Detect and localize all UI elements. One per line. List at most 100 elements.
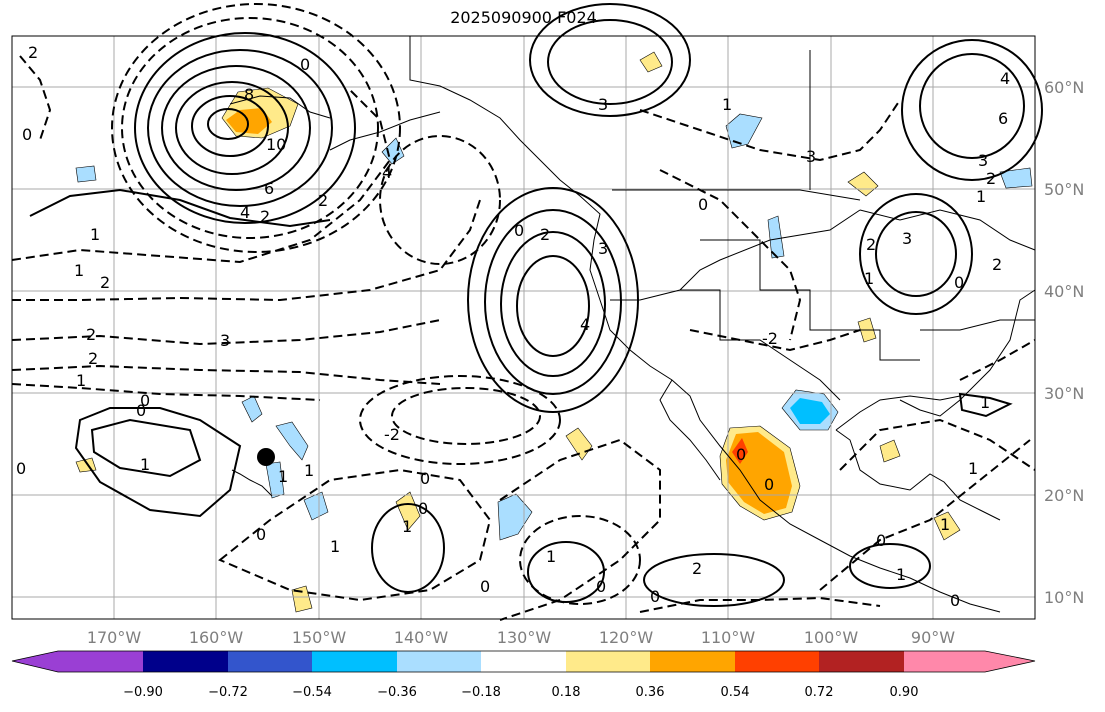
contour-label: 2 xyxy=(260,207,270,226)
colorbar-cell xyxy=(819,651,904,672)
coastlines xyxy=(229,36,1036,613)
contour-label: 0 xyxy=(22,125,32,144)
colorbar-cell xyxy=(904,651,1035,672)
contour-label: 0 xyxy=(420,469,430,488)
colorbar-tick-label: 0.90 xyxy=(890,685,919,700)
contour-label: 6 xyxy=(264,179,274,198)
contour-label: 2 xyxy=(540,225,550,244)
contour-label: -2 xyxy=(762,329,778,348)
colorbar-cell xyxy=(481,651,566,672)
contour-label: 0 xyxy=(480,577,490,596)
contour-label: 0 xyxy=(950,591,960,610)
colorbar-cell xyxy=(397,651,481,672)
colorbar-tick-label: −0.72 xyxy=(208,685,248,700)
contour-label: 3 xyxy=(978,151,988,170)
contour-label: 4 xyxy=(382,163,392,182)
contour-label: 2 xyxy=(992,255,1002,274)
lat-label: 10°N xyxy=(1044,588,1084,607)
colorbar-tick-label: −0.36 xyxy=(377,685,417,700)
colorbar-tick-label: 0.18 xyxy=(552,685,581,700)
contour-label: 0 xyxy=(764,475,774,494)
contour-label: 4 xyxy=(240,203,250,222)
colorbar: −0.90 −0.72 −0.54 −0.36 −0.18 0.18 0.36 … xyxy=(11,650,1036,700)
contour-label: 0 xyxy=(698,195,708,214)
contour-label: 1 xyxy=(140,455,150,474)
contours xyxy=(11,3,1043,621)
contour-label: 1 xyxy=(864,269,874,288)
colorbar-tick-label: −0.18 xyxy=(461,685,501,700)
location-marker xyxy=(257,448,275,466)
colorbar-cells xyxy=(12,651,1035,672)
contour-label: -2 xyxy=(384,425,400,444)
contour-label: 0 xyxy=(16,459,26,478)
contour-label: 1 xyxy=(76,371,86,390)
lat-label: 30°N xyxy=(1044,384,1084,403)
lat-label: 40°N xyxy=(1044,282,1084,301)
contour-label: 4 xyxy=(580,315,590,334)
contour-label: 0 xyxy=(418,499,428,518)
colorbar-tick-label: −0.90 xyxy=(123,685,163,700)
contour-label: 1 xyxy=(896,565,906,584)
contour-label: 1 xyxy=(980,393,990,412)
contour-label: 1 xyxy=(940,515,950,534)
colorbar-tick-label: −0.54 xyxy=(292,685,332,700)
contour-label: 0 xyxy=(596,577,606,596)
lon-label: 160°W xyxy=(189,628,244,647)
lat-label: 60°N xyxy=(1044,78,1084,97)
contour-label: 2 xyxy=(100,273,110,292)
longitude-labels: 170°W 160°W 150°W 140°W 130°W 120°W 110°… xyxy=(87,628,955,647)
lat-label: 20°N xyxy=(1044,486,1084,505)
colorbar-cell xyxy=(650,651,735,672)
contour-label: 6 xyxy=(998,109,1008,128)
lon-label: 100°W xyxy=(804,628,859,647)
contour-label: 3 xyxy=(598,239,608,258)
contour-label: 1 xyxy=(304,461,314,480)
contour-label: 0 xyxy=(256,525,266,544)
contour-label: 0 xyxy=(140,391,150,410)
contour-label: 0 xyxy=(876,531,886,550)
contour-label: 0 xyxy=(736,445,746,464)
colorbar-cell xyxy=(143,651,228,672)
contour-label: 1 xyxy=(722,95,732,114)
contour-label: 2 xyxy=(986,169,996,188)
contour-label: 1 xyxy=(976,187,986,206)
contour-label: 2 xyxy=(86,325,96,344)
contour-label: 0 xyxy=(136,401,146,420)
colorbar-cell xyxy=(312,651,397,672)
colorbar-cell xyxy=(12,651,143,672)
contour-label: 1 xyxy=(74,261,84,280)
contour-label: 2 xyxy=(692,559,702,578)
latitude-labels: 60°N 50°N 40°N 30°N 20°N 10°N xyxy=(1044,78,1084,607)
lon-label: 130°W xyxy=(497,628,552,647)
colorbar-outline xyxy=(11,650,1036,673)
colorbar-tick-label: 0.72 xyxy=(805,685,834,700)
plot-frame xyxy=(11,35,1036,620)
contour-label: 2 xyxy=(28,43,38,62)
contour-label: 0 xyxy=(954,273,964,292)
contour-label: 2 xyxy=(88,349,98,368)
lon-label: 170°W xyxy=(87,628,142,647)
colorbar-cell xyxy=(228,651,312,672)
contour-label: 1 xyxy=(968,459,978,478)
shaded-regions xyxy=(75,51,1033,613)
lat-label: 50°N xyxy=(1044,180,1084,199)
lon-label: 120°W xyxy=(599,628,654,647)
map-title: 2025090900 F024 xyxy=(450,8,597,27)
contour-label: 1 xyxy=(90,225,100,244)
contour-label: 1 xyxy=(330,537,340,556)
lon-label: 90°W xyxy=(911,628,955,647)
contour-label: 3 xyxy=(220,331,230,350)
lon-label: 110°W xyxy=(701,628,756,647)
colorbar-cell xyxy=(566,651,650,672)
colorbar-cell xyxy=(735,651,819,672)
contour-label: 1 xyxy=(278,467,288,486)
contour-label: 0 xyxy=(514,221,524,240)
contour-label: 1 xyxy=(546,547,556,566)
contour-label: 0 xyxy=(650,587,660,606)
contour-label: 3 xyxy=(806,147,816,166)
colorbar-tick-label: 0.54 xyxy=(721,685,750,700)
contour-label: 2 xyxy=(866,235,876,254)
contour-label: 3 xyxy=(902,229,912,248)
contour-labels: 2 0 1 8 10 6 4 2 1 2 2 3 2 1 0 0 1 3 4 2… xyxy=(16,43,1010,610)
